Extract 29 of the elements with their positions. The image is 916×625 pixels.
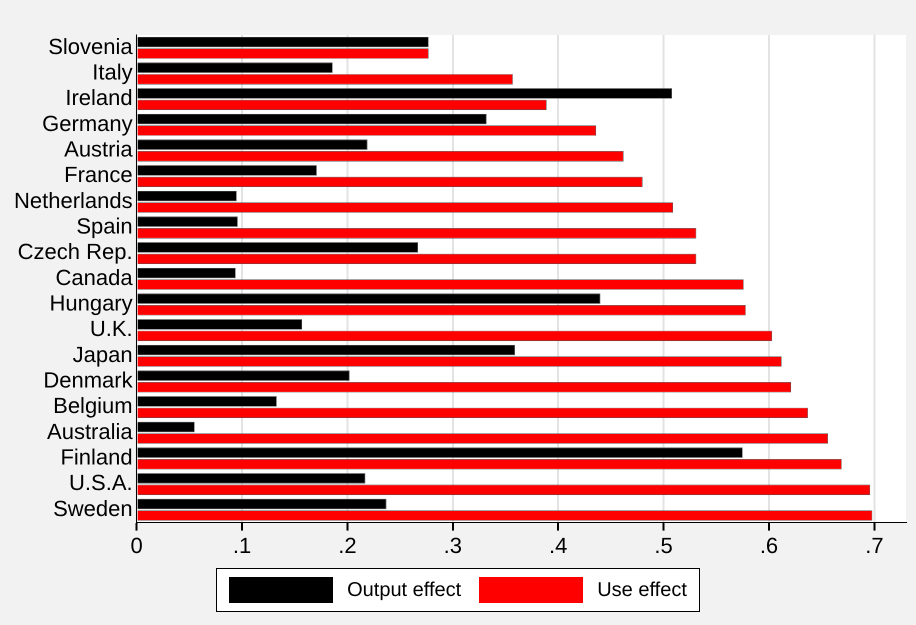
x-tick-label: 0 (130, 532, 143, 558)
x-tick-label: .1 (232, 532, 252, 558)
y-tick-label: Slovenia (48, 34, 134, 59)
x-tick-label: .3 (444, 532, 462, 558)
y-tick-label: Sweden (53, 496, 133, 521)
x-tick-label: .4 (549, 532, 568, 558)
x-tick-label: .2 (338, 532, 357, 558)
y-tick-label: Australia (47, 418, 134, 444)
y-tick-label: U.K. (90, 316, 133, 342)
y-tick-label: Japan (72, 342, 133, 367)
y-tick-label: U.S.A. (69, 470, 133, 496)
text: Output effect (347, 578, 462, 602)
y-tick-label: Czech Rep. (18, 239, 133, 264)
x-tick-label: .6 (760, 532, 778, 558)
y-tick-label: Canada (56, 264, 134, 290)
y-tick-label: Ireland (65, 85, 133, 110)
y-tick-label: France (64, 162, 133, 188)
y-tick-label: Spain (76, 214, 133, 239)
x-tick-label: .5 (654, 532, 673, 558)
y-tick-label: Finland (60, 444, 133, 470)
y-tick-label: Belgium (53, 393, 133, 418)
y-tick-label: Denmark (43, 368, 134, 393)
y-tick-label: Netherlands (14, 188, 133, 213)
y-tick-label: Hungary (49, 290, 133, 316)
y-tick-label: Austria (64, 136, 134, 162)
x-tick-label: .7 (865, 532, 884, 558)
y-tick-label: Italy (92, 60, 133, 85)
text: Use effect (597, 578, 687, 602)
y-tick-label: Germany (42, 110, 133, 136)
